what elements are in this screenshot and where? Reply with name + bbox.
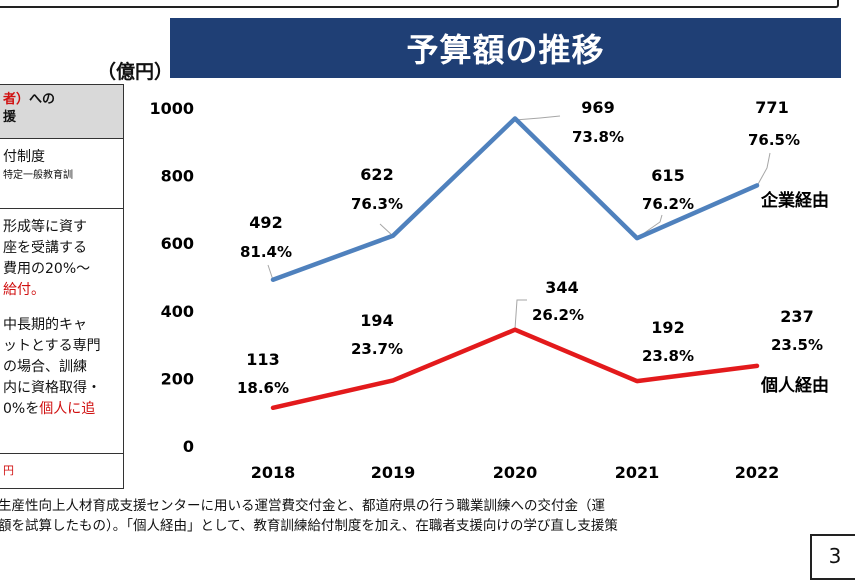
percent-label: 76.2% bbox=[642, 195, 694, 213]
x-tick-label: 2020 bbox=[493, 463, 538, 482]
value-label: 492 bbox=[249, 213, 282, 232]
value-label: 615 bbox=[651, 166, 684, 185]
left-panel-box3: 円 bbox=[3, 464, 14, 477]
header-red-text: 者） bbox=[3, 92, 30, 107]
box2-line: ットとする専門 bbox=[3, 338, 101, 354]
series-line bbox=[270, 327, 760, 411]
leader-line bbox=[514, 299, 527, 330]
slide-title: 予算額の推移 bbox=[406, 31, 605, 69]
left-panel-box2: 形成等に資す 座を受講する 費用の20%～ 給付。 中長期的キャ ットとする専門… bbox=[0, 209, 123, 454]
box2-line: 費用の20%～ bbox=[3, 261, 91, 277]
data-point bbox=[271, 406, 275, 410]
value-label: 344 bbox=[545, 278, 578, 297]
top-frame bbox=[0, 0, 839, 8]
percent-label: 73.8% bbox=[572, 128, 624, 146]
percent-label: 23.8% bbox=[642, 347, 694, 365]
leader-line bbox=[379, 223, 394, 237]
x-axis-ticks: 2018 2019 2020 2021 2022 bbox=[251, 463, 780, 482]
data-point bbox=[391, 378, 395, 382]
title-banner: 予算額の推移 bbox=[170, 18, 841, 78]
left-panel-header: 者）への 援 bbox=[0, 85, 123, 139]
percent-label: 18.6% bbox=[237, 379, 289, 397]
header-text: への bbox=[29, 92, 56, 107]
footnote-line1: 生産性向上人材育成支援センターに用いる運営費交付金と、都道府県の行う職業訓練への… bbox=[0, 498, 605, 514]
footnote: 生産性向上人材育成支援センターに用いる運営費交付金と、都道府県の行う職業訓練への… bbox=[0, 496, 798, 536]
series-lines bbox=[270, 116, 760, 411]
page-number: 3 bbox=[828, 544, 842, 568]
value-label: 622 bbox=[360, 165, 393, 184]
value-label: 237 bbox=[780, 307, 813, 326]
value-label: 969 bbox=[581, 98, 614, 117]
data-point bbox=[635, 236, 639, 240]
y-tick-label: 400 bbox=[161, 302, 194, 321]
left-panel: 者）への 援 付制度 特定一般教育訓 形成等に資す 座を受講する 費用の20%～… bbox=[0, 84, 124, 489]
y-tick-label: 0 bbox=[183, 437, 194, 456]
box2-line: 座を受講する bbox=[3, 240, 87, 256]
percent-label: 76.5% bbox=[748, 131, 800, 149]
left-panel-box1: 付制度 特定一般教育訓 bbox=[0, 139, 123, 209]
box2-last-black: 0%を bbox=[3, 401, 40, 417]
value-label: 194 bbox=[360, 311, 393, 330]
data-point bbox=[755, 183, 759, 187]
header-line2: 援 bbox=[3, 110, 17, 125]
box2-line: 内に資格取得・ bbox=[3, 380, 101, 396]
value-label: 771 bbox=[755, 98, 788, 117]
percent-label: 23.7% bbox=[351, 340, 403, 358]
unit-label: （億円） bbox=[97, 61, 174, 83]
x-tick-label: 2022 bbox=[735, 463, 780, 482]
percent-label: 76.3% bbox=[351, 195, 403, 213]
value-label: 192 bbox=[651, 318, 684, 337]
value-label: 113 bbox=[246, 350, 279, 369]
box2-last-red: 個人に追 bbox=[39, 401, 96, 417]
page-number-box: 3 bbox=[810, 534, 855, 580]
leader-line bbox=[756, 152, 771, 187]
box1-line2: 特定一般教育訓 bbox=[3, 170, 73, 181]
y-tick-label: 200 bbox=[161, 369, 194, 388]
data-point bbox=[391, 234, 395, 238]
box2-line: 中長期的キャ bbox=[3, 317, 87, 333]
x-tick-label: 2019 bbox=[371, 463, 416, 482]
series-name-label: 個人経由 bbox=[760, 375, 829, 396]
percent-label: 23.5% bbox=[771, 336, 823, 354]
data-point bbox=[635, 379, 639, 383]
y-tick-label: 800 bbox=[161, 167, 194, 186]
percent-label: 81.4% bbox=[240, 243, 292, 261]
label-leader-lines bbox=[267, 115, 771, 330]
leader-line bbox=[267, 264, 274, 281]
data-labels: 492 622 969 615 771 81.4% 76.3% 73.8% 76.2% 76.5%… bbox=[237, 98, 823, 397]
y-tick-label: 1000 bbox=[149, 99, 194, 118]
data-point bbox=[271, 278, 275, 282]
leader-line bbox=[514, 115, 561, 121]
box2-line: 形成等に資す bbox=[3, 219, 87, 235]
data-point bbox=[513, 116, 517, 120]
box2-line-red: 給付。 bbox=[3, 282, 45, 298]
box2-line: の場合、訓練 bbox=[3, 359, 87, 375]
x-tick-label: 2021 bbox=[615, 463, 660, 482]
percent-label: 26.2% bbox=[532, 306, 584, 324]
y-tick-label: 600 bbox=[161, 234, 194, 253]
data-point bbox=[513, 328, 517, 332]
x-tick-label: 2018 bbox=[251, 463, 296, 482]
data-point bbox=[755, 364, 759, 368]
footnote-line2: 額を試算したもの）。「個人経由」として、教育訓練給付制度を加え、在職者支援向けの… bbox=[0, 518, 618, 534]
box2-line-last: 0%を個人に追 bbox=[3, 399, 123, 420]
y-axis-ticks: 0 200 400 600 800 1000 bbox=[149, 99, 194, 456]
box1-line1: 付制度 bbox=[3, 149, 45, 165]
series-name-label: 企業経由 bbox=[760, 190, 829, 211]
